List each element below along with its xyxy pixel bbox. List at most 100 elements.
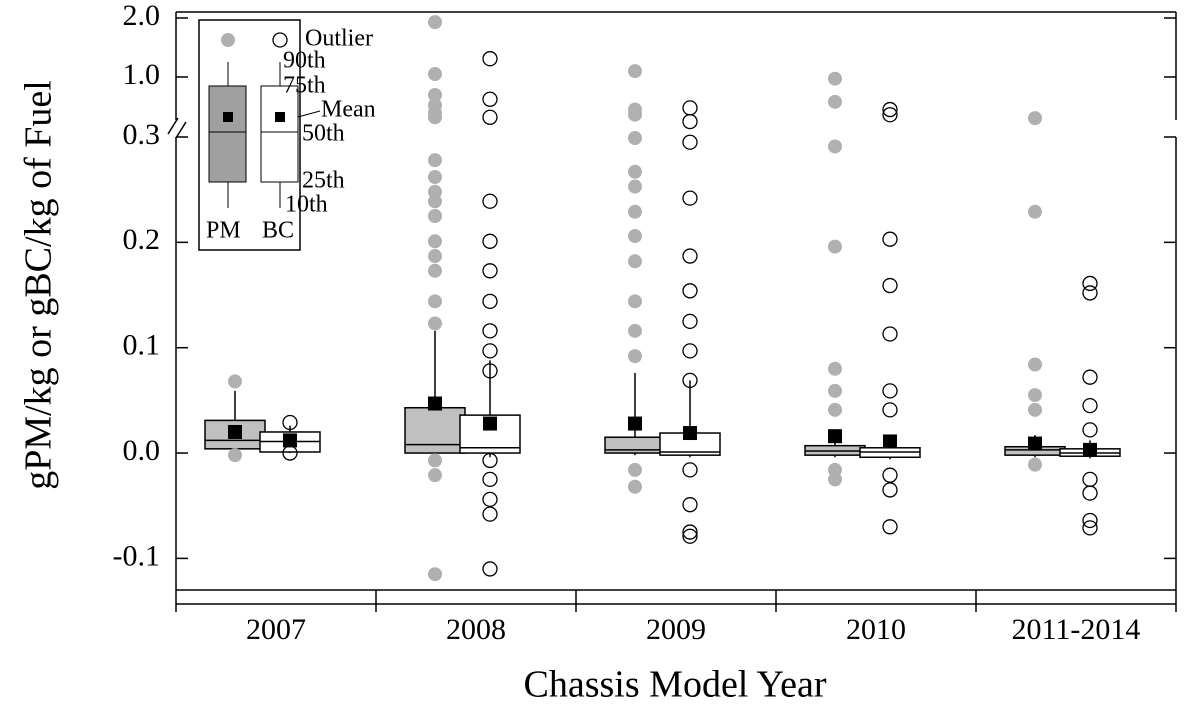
- y-tick-label: 0.2: [123, 223, 161, 256]
- box: [604, 436, 666, 454]
- x-tick-label: 2011-2014: [1012, 613, 1141, 646]
- outlier: [682, 113, 698, 130]
- outlier: [882, 277, 898, 294]
- y-axis-label: gPM/kg or gBC/kg of Fuel: [18, 80, 60, 490]
- legend-label: 10th: [285, 192, 328, 218]
- mean: [683, 426, 697, 441]
- outlier: [1082, 512, 1098, 529]
- outlier: [682, 100, 698, 116]
- outlier: [628, 479, 642, 494]
- outlier: [482, 363, 498, 379]
- outlier: [1028, 388, 1042, 403]
- mean: [1083, 442, 1097, 457]
- outlier: [482, 343, 498, 359]
- outlier: [428, 15, 442, 30]
- outlier: [482, 293, 498, 309]
- outlier: [1028, 402, 1042, 417]
- x-tick-label: 2009: [646, 613, 706, 646]
- outlier: [428, 209, 442, 224]
- outlier: [482, 109, 498, 125]
- outlier: [628, 164, 642, 179]
- legend-label: 75th: [283, 73, 326, 99]
- outlier: [1082, 422, 1098, 438]
- legend: Outlier 90th 75th Mean 50th 25th 10th PM…: [198, 19, 376, 251]
- outlier: [482, 51, 498, 67]
- outlier: [682, 190, 698, 206]
- outlier: [482, 471, 498, 488]
- outlier: [228, 374, 242, 389]
- outlier: [882, 467, 898, 483]
- outlier: [428, 453, 442, 468]
- outlier: [628, 64, 642, 79]
- outlier: [428, 234, 442, 249]
- outlier: [1082, 275, 1098, 292]
- outlier: [628, 179, 642, 194]
- outlier: [828, 94, 842, 109]
- outlier: [682, 343, 698, 359]
- outlier: [282, 414, 298, 431]
- y-tick-label: 0.3: [123, 118, 161, 151]
- outlier: [1082, 485, 1098, 501]
- outlier: [428, 67, 442, 82]
- outlier: [628, 229, 642, 244]
- outlier: [1028, 457, 1042, 472]
- outlier: [428, 110, 442, 125]
- y-tick-label: -0.1: [113, 539, 161, 572]
- outlier: [482, 193, 498, 209]
- mean: [1028, 436, 1042, 451]
- outlier: [628, 323, 642, 338]
- outlier: [1028, 357, 1042, 372]
- outlier: [428, 88, 442, 102]
- mean: [228, 424, 242, 439]
- y-tick-label: 2.0: [123, 0, 161, 32]
- outlier: [1082, 397, 1098, 414]
- outlier: [882, 402, 898, 418]
- mean: [283, 433, 297, 448]
- outlier: [228, 448, 242, 463]
- x-tick-label: 2008: [446, 613, 506, 646]
- outlier: [482, 452, 498, 469]
- outlier: [428, 567, 442, 582]
- outlier: [482, 91, 498, 107]
- mean: [828, 429, 842, 444]
- legend-label: Mean: [321, 97, 376, 123]
- outlier: [628, 349, 642, 364]
- outlier: [482, 506, 498, 522]
- x-tick-label: 2007: [246, 613, 306, 646]
- frame: [167, 11, 1177, 605]
- outlier: [682, 524, 698, 540]
- outlier: [628, 131, 642, 146]
- outlier: [1082, 520, 1098, 536]
- mean: [628, 416, 642, 431]
- legend-label: Outlier: [305, 26, 373, 52]
- outlier: [828, 239, 842, 254]
- outlier: [428, 468, 442, 483]
- outlier: [428, 170, 442, 185]
- outlier: [628, 462, 642, 477]
- legend-label: 25th: [302, 168, 345, 194]
- outlier: [882, 482, 898, 498]
- x-axis-label: Chassis Model Year: [524, 664, 827, 706]
- outlier: [428, 194, 442, 209]
- outlier: [828, 402, 842, 417]
- outlier: [628, 254, 642, 269]
- outlier: [428, 249, 442, 264]
- box: [404, 406, 466, 454]
- outlier: [682, 497, 698, 513]
- y-tick-label: 0.0: [123, 434, 161, 467]
- outlier: [628, 204, 642, 219]
- y-tick-label: 0.1: [123, 329, 161, 362]
- outlier: [1082, 471, 1098, 488]
- outlier: [482, 561, 498, 577]
- outlier: [882, 326, 898, 342]
- x-tick-label: 2010: [846, 613, 906, 646]
- outlier: [882, 519, 898, 535]
- outlier: [1028, 111, 1042, 126]
- mean: [428, 396, 442, 411]
- outlier: [682, 313, 698, 330]
- outlier: [482, 263, 498, 279]
- outlier: [482, 233, 498, 249]
- outlier: [682, 372, 698, 389]
- outlier: [882, 107, 898, 123]
